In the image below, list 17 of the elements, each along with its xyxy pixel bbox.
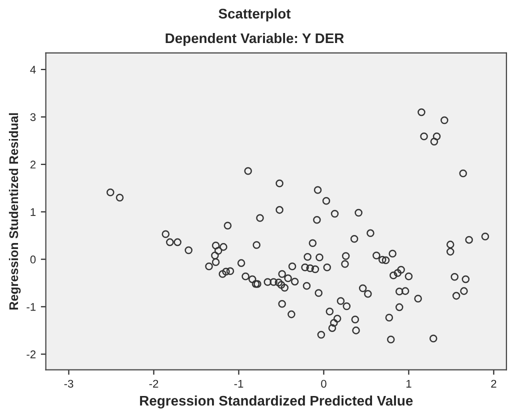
chart-title: Scatterplot [218, 8, 291, 22]
x-tick-label: 1 [406, 380, 412, 388]
chart-subtitle: Dependent Variable: Y DER [166, 32, 344, 46]
y-axis-title: Regression Studentized Residual [8, 113, 21, 310]
y-tick-label: 2 [30, 160, 36, 168]
x-tick-label: -3 [64, 380, 74, 388]
y-tick-label: -1 [26, 303, 36, 311]
x-axis-title: Regression Standardized Predicted Value [140, 395, 413, 408]
x-tick-label: -1 [234, 380, 244, 388]
y-tick-label: 0 [30, 256, 36, 264]
y-tick-label: -2 [26, 350, 36, 358]
x-tick-label: -2 [149, 380, 158, 388]
x-tick-label: 2 [491, 380, 496, 388]
y-tick-label: 4 [30, 66, 36, 74]
y-tick-label: 3 [30, 113, 36, 122]
x-tick-label: 0 [321, 380, 326, 388]
y-tick-label: 1 [30, 208, 36, 216]
